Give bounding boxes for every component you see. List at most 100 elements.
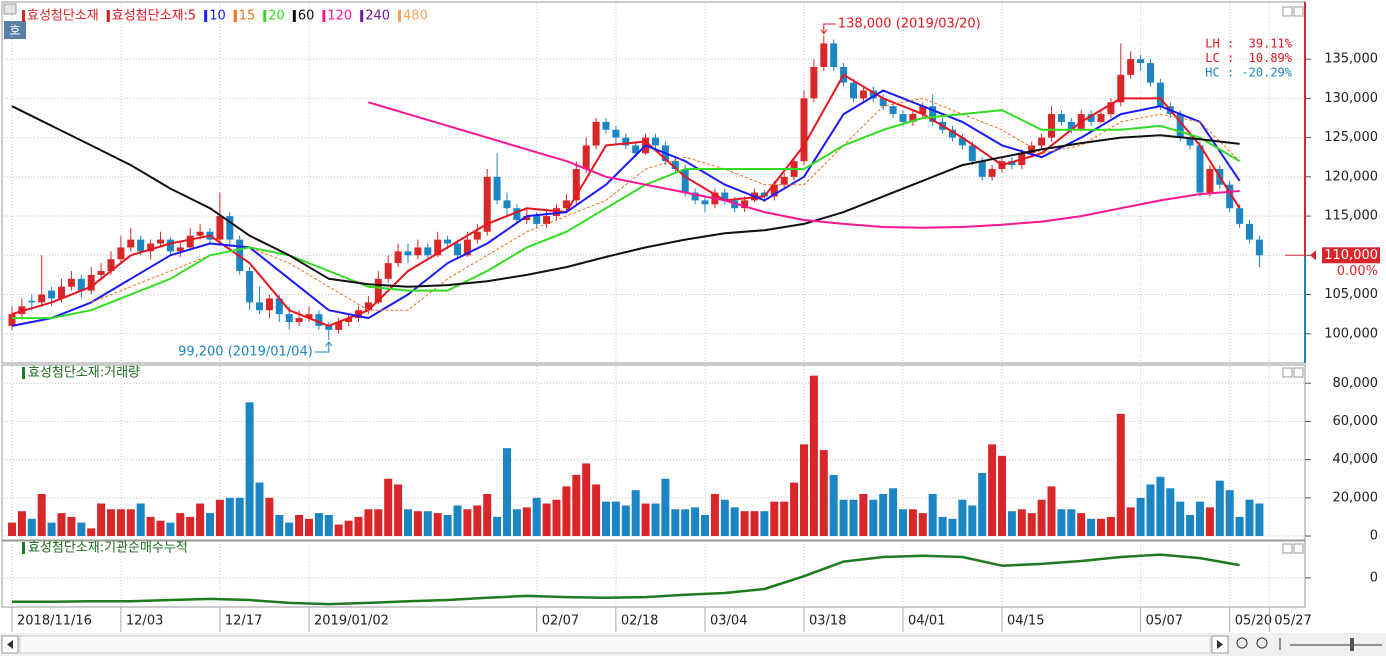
volume-bar <box>1007 511 1016 536</box>
pane-close-icon[interactable] <box>1293 543 1304 554</box>
pane-title: 효성첨단소재:거래량 <box>28 366 140 381</box>
volume-bar <box>661 478 670 536</box>
x-tick-label: 05/20 <box>1235 614 1272 629</box>
volume-bar <box>1225 490 1234 536</box>
zoom-handle[interactable] <box>1350 638 1354 651</box>
badge[interactable]: 호 <box>9 24 20 38</box>
candle-body <box>1067 121 1075 130</box>
x-tick-label: 04/01 <box>908 614 945 629</box>
candle-body <box>77 278 85 291</box>
candle-body <box>493 176 501 201</box>
candle-body <box>176 247 184 252</box>
candle-body <box>295 318 303 322</box>
candle-body <box>1038 137 1046 146</box>
volume-bar <box>225 497 234 536</box>
volume-bar <box>305 518 313 536</box>
zoom-in[interactable] <box>1256 637 1268 649</box>
candle-body <box>1255 239 1263 256</box>
candle-body <box>582 145 590 169</box>
candle-body <box>1156 82 1164 107</box>
volume-bar <box>1186 515 1195 536</box>
volume-bar <box>552 499 561 536</box>
volume-bar <box>1057 509 1066 536</box>
arrow-icon <box>1217 640 1223 649</box>
candle-body <box>444 239 452 244</box>
volume-bar <box>473 505 482 536</box>
candle-body <box>1048 114 1055 138</box>
volume-bar <box>701 515 709 536</box>
volume-bar <box>908 509 917 536</box>
candle-body <box>58 286 65 299</box>
volume-bar <box>770 501 779 536</box>
candle-body <box>543 216 551 224</box>
pane-max-icon[interactable] <box>1282 543 1293 554</box>
volume-bar <box>720 499 729 536</box>
candle-body <box>968 145 976 162</box>
volume-bar <box>899 509 907 536</box>
candle-body <box>810 66 818 99</box>
volume-bar <box>1116 413 1125 536</box>
volume-bar <box>314 513 323 536</box>
scroll-track[interactable] <box>19 635 1211 654</box>
volume-bar <box>562 486 571 536</box>
price-tag-box <box>1322 247 1380 264</box>
candle-body <box>97 270 105 275</box>
line <box>368 101 1240 229</box>
candle-body <box>820 43 828 67</box>
candle-body <box>889 106 897 115</box>
candle-body <box>949 129 956 138</box>
volume-bar <box>433 513 442 536</box>
candle-body <box>1196 145 1204 193</box>
pane-max-icon[interactable] <box>1282 367 1293 378</box>
volume-bar <box>1196 501 1204 536</box>
candle-body <box>285 314 293 322</box>
volume-bar <box>691 507 700 536</box>
volume-bar <box>631 490 640 536</box>
candle-body <box>166 239 174 252</box>
candle-body <box>38 294 46 303</box>
volume-bar <box>463 509 472 536</box>
line <box>11 89 1241 327</box>
candle-body <box>196 231 204 236</box>
candle-body <box>463 239 471 256</box>
line <box>11 105 1240 288</box>
volume-bar <box>1166 488 1175 536</box>
candle-body <box>899 114 907 122</box>
legend-swatch <box>22 542 25 554</box>
volume-bar <box>1017 509 1026 536</box>
volume-bar <box>176 513 185 536</box>
zoom-out[interactable] <box>1236 637 1248 649</box>
volume-bar <box>800 444 808 536</box>
legend-label: 240 <box>365 9 390 24</box>
candle-body <box>919 106 927 115</box>
volume-bar <box>740 511 749 536</box>
badge-box[interactable] <box>4 21 26 39</box>
x-tick-label: 04/15 <box>1007 614 1044 629</box>
pane-max-icon[interactable] <box>1282 6 1293 17</box>
volume-bar <box>1176 501 1185 536</box>
y-tick-label: 105,000 <box>1324 287 1378 302</box>
pane-title: 효성첨단소재:기관순매수누적 <box>28 541 188 556</box>
candle-body <box>652 137 659 146</box>
y-tick-label: 0 <box>1370 529 1378 544</box>
volume-bar <box>512 509 521 536</box>
candle-body <box>879 98 887 107</box>
legend-label: 15 <box>239 9 256 24</box>
x-tick-label: 12/17 <box>225 614 262 629</box>
pane-menu-icon[interactable] <box>3 3 17 15</box>
legend-label: 480 <box>403 9 428 24</box>
pane-close-icon[interactable] <box>1293 6 1304 17</box>
volume-bar <box>1067 509 1076 536</box>
volume-bar <box>750 511 759 536</box>
candle-body <box>454 243 461 256</box>
legend-label: 60 <box>298 9 315 24</box>
candle-body <box>434 239 442 256</box>
volume-pane <box>1 364 1306 541</box>
pane-close-icon[interactable] <box>1293 367 1304 378</box>
volume-bar <box>423 511 432 536</box>
volume-bar <box>483 494 492 536</box>
volume-bar <box>710 494 719 536</box>
legend-swatch <box>22 367 25 379</box>
